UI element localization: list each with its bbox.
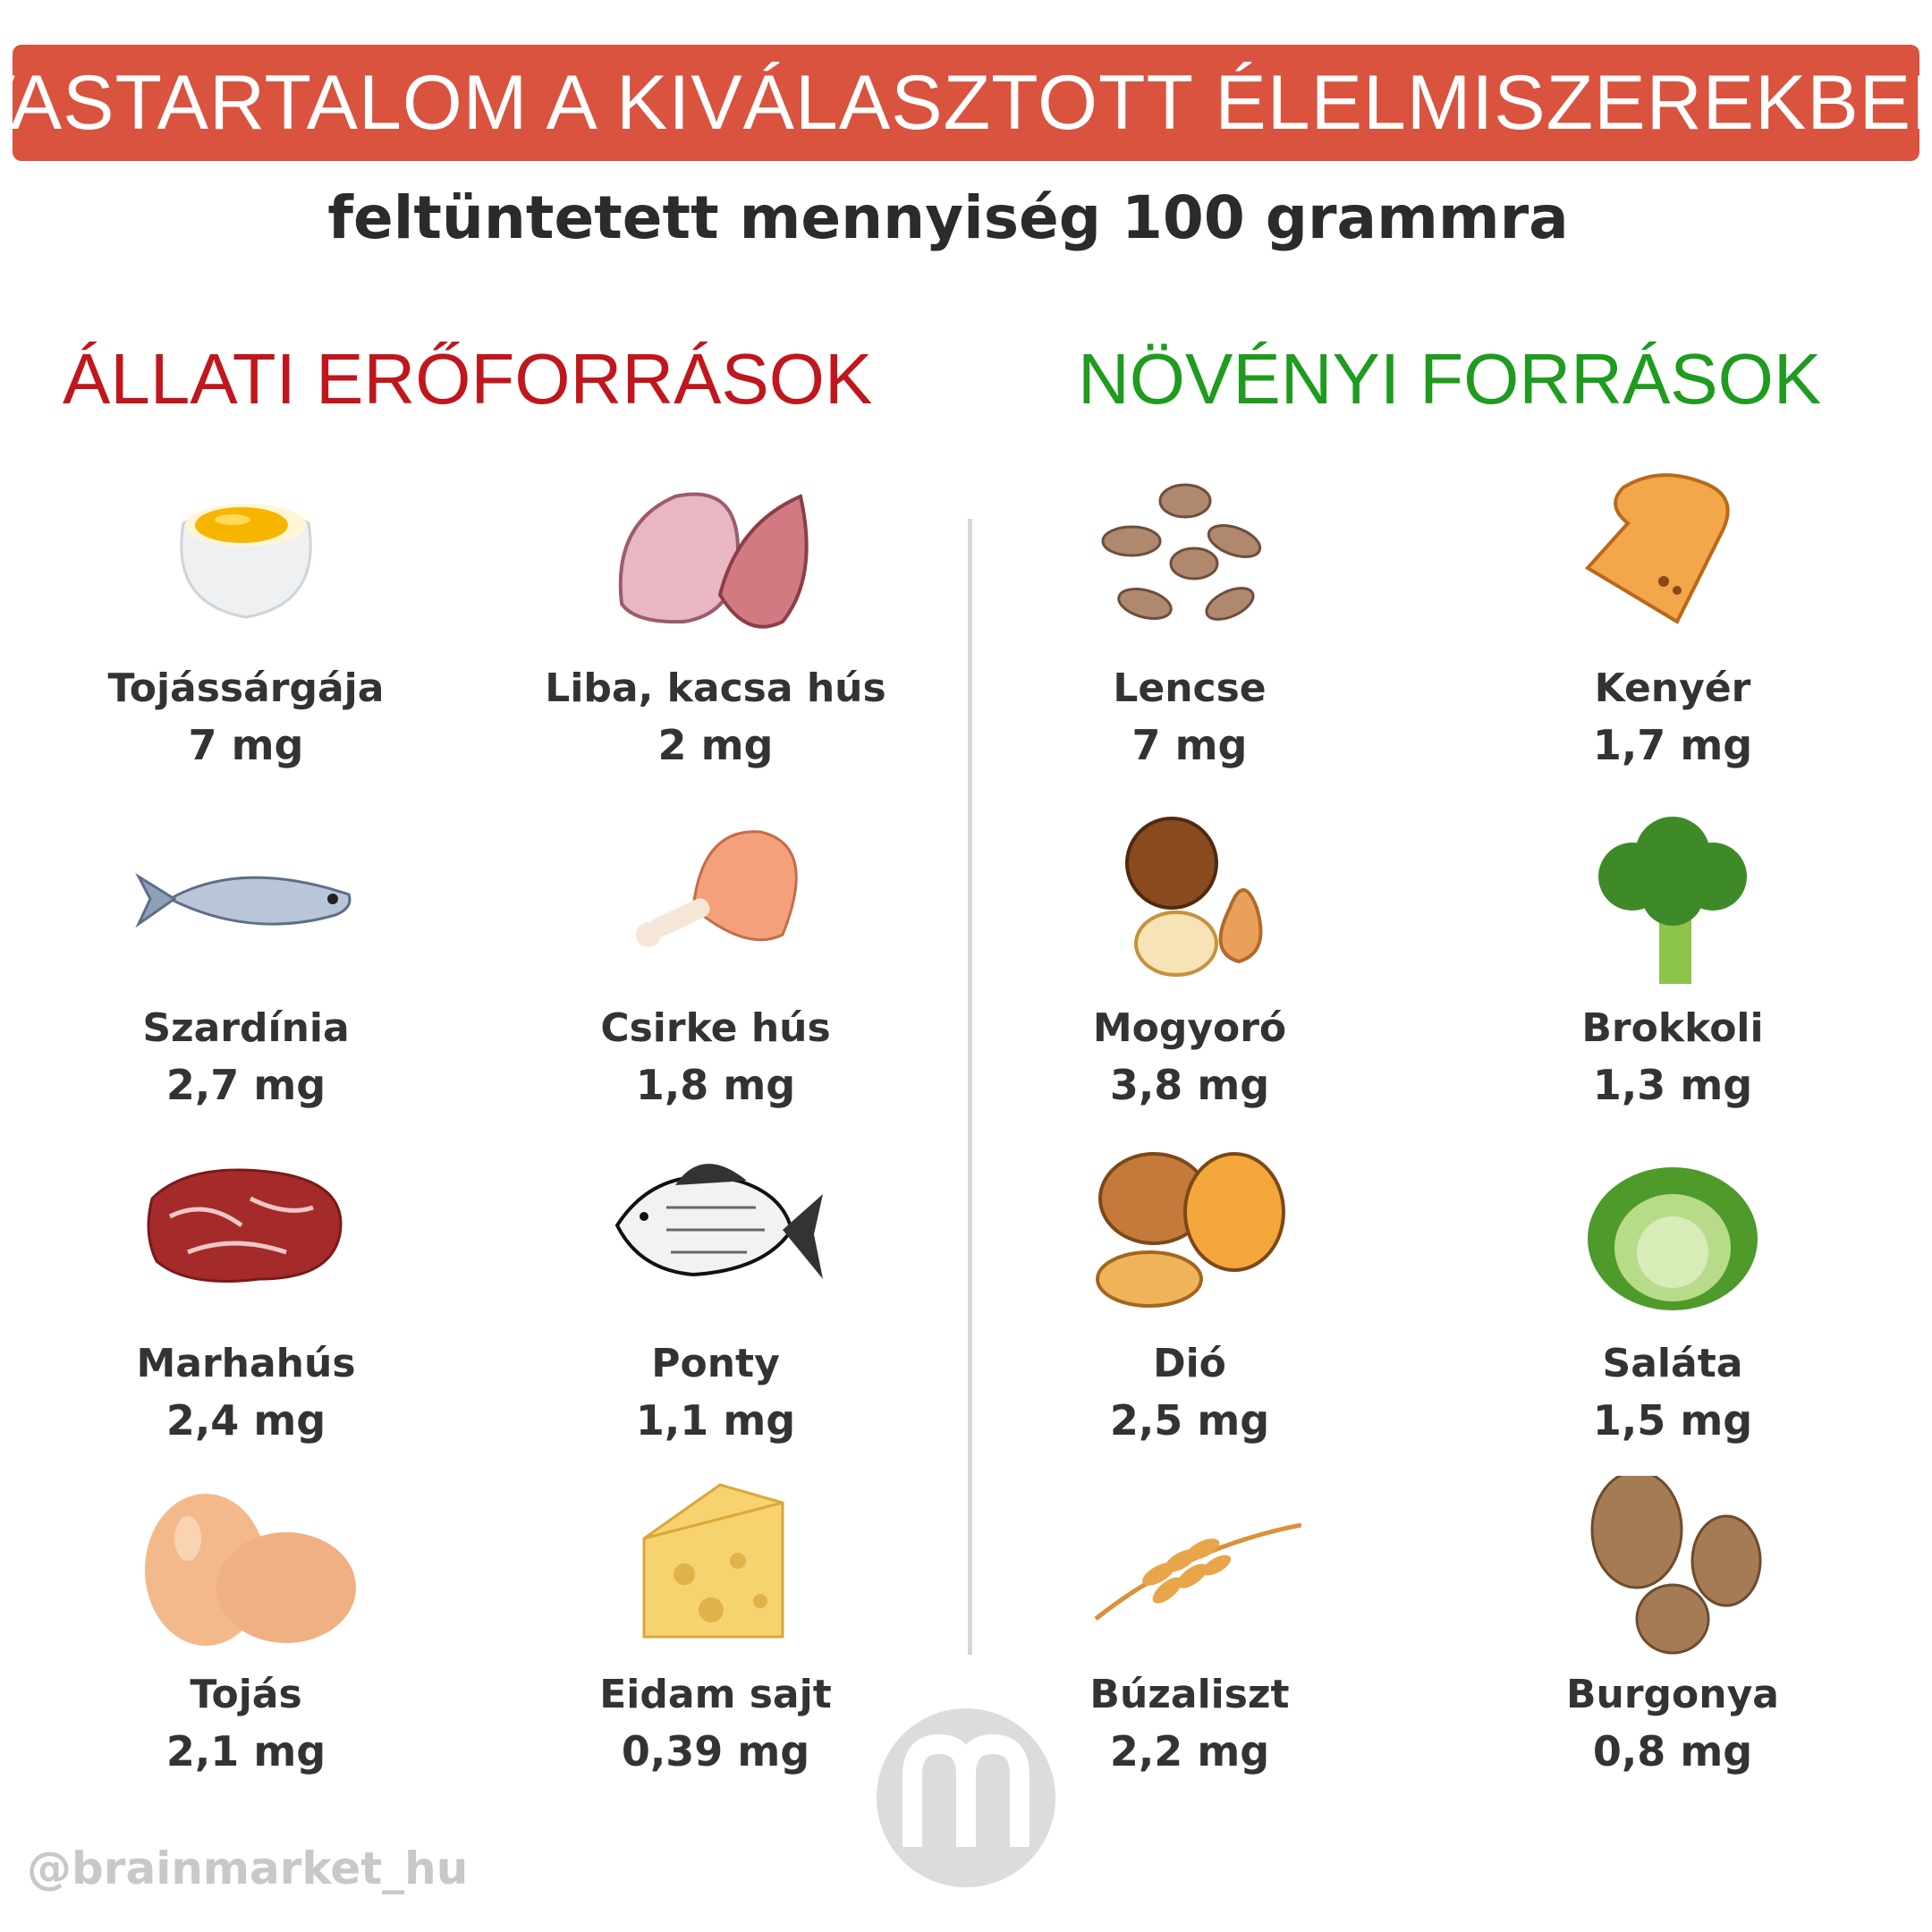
iron-value: 3,8 mg bbox=[1109, 1061, 1270, 1109]
food-item-egg: Tojás 2,1 mg bbox=[31, 1476, 461, 1780]
iron-value: 1,1 mg bbox=[635, 1396, 796, 1445]
plant-section-title: NÖVÉNYI FORRÁSOK bbox=[1078, 339, 1822, 419]
iron-value: 1,7 mg bbox=[1592, 721, 1753, 769]
social-handle: @brainmarket_hu bbox=[27, 1843, 469, 1894]
food-name: Lencse bbox=[1113, 665, 1267, 711]
food-item-wheat-flour: Búzaliszt 2,2 mg bbox=[975, 1476, 1404, 1780]
food-item-chicken: Csirke hús 1,8 mg bbox=[501, 809, 930, 1114]
food-item-beef: Marhahús 2,4 mg bbox=[31, 1145, 461, 1449]
food-name: Kenyér bbox=[1594, 665, 1751, 711]
column-divider bbox=[968, 519, 972, 1655]
iron-value: 2,5 mg bbox=[1109, 1396, 1270, 1445]
food-item-walnut: Dió 2,5 mg bbox=[975, 1145, 1404, 1449]
walnut-icon bbox=[1096, 1152, 1285, 1308]
food-item-sardine: Szardínia 2,7 mg bbox=[31, 809, 461, 1114]
carp-icon bbox=[614, 1164, 823, 1279]
iron-value: 7 mg bbox=[1131, 721, 1248, 769]
beef-steak-icon bbox=[147, 1168, 343, 1283]
food-name: Tojás bbox=[190, 1672, 302, 1717]
chicken-leg-icon bbox=[636, 830, 798, 947]
food-name: Szardínia bbox=[142, 1005, 350, 1051]
cabbage-icon bbox=[1588, 1167, 1758, 1310]
brainmarket-logo-icon bbox=[877, 1708, 1055, 1887]
food-name: Eidam sajt bbox=[599, 1672, 832, 1717]
food-name: Marhahús bbox=[136, 1341, 356, 1386]
food-item-cheese: Eidam sajt 0,39 mg bbox=[501, 1476, 930, 1780]
food-name: Búzaliszt bbox=[1089, 1672, 1290, 1717]
food-name: Csirke hús bbox=[600, 1005, 831, 1051]
food-item-egg-yolk: Tojássárgája 7 mg bbox=[31, 470, 461, 774]
food-item-hazelnut: Mogyoró 3,8 mg bbox=[975, 809, 1404, 1114]
iron-value: 1,3 mg bbox=[1592, 1061, 1753, 1109]
animal-section-title: ÁLLATI ERŐFORRÁSOK bbox=[63, 339, 873, 419]
food-item-bread: Kenyér 1,7 mg bbox=[1458, 470, 1887, 774]
iron-value: 0,39 mg bbox=[621, 1727, 810, 1775]
poultry-breast-icon bbox=[618, 492, 809, 629]
lentils-icon bbox=[1101, 483, 1262, 621]
bread-icon bbox=[1584, 473, 1730, 624]
food-item-lentils: Lencse 7 mg bbox=[975, 470, 1404, 774]
iron-value: 0,8 mg bbox=[1592, 1727, 1753, 1775]
food-item-lettuce: Saláta 1,5 mg bbox=[1458, 1145, 1887, 1449]
eggs-icon bbox=[145, 1494, 356, 1646]
food-name: Saláta bbox=[1602, 1341, 1743, 1386]
wheat-icon bbox=[1094, 1522, 1301, 1621]
page-title: VASTARTALOM A KIVÁLASZTOTT ÉLELMISZEREKB… bbox=[0, 59, 1932, 146]
food-name: Ponty bbox=[651, 1341, 780, 1386]
food-item-broccoli: Brokkoli 1,3 mg bbox=[1458, 809, 1887, 1114]
food-name: Liba, kacsa hús bbox=[545, 665, 886, 711]
broccoli-icon bbox=[1598, 817, 1747, 984]
food-item-potato: Burgonya 0,8 mg bbox=[1458, 1476, 1887, 1780]
page-subtitle: feltüntetett mennyiség 100 grammra bbox=[327, 183, 1569, 252]
hazelnut-icon bbox=[1125, 817, 1263, 977]
egg-yolk-icon bbox=[180, 504, 312, 619]
potato-icon bbox=[1590, 1476, 1762, 1655]
food-item-goose-duck: Liba, kacsa hús 2 mg bbox=[501, 470, 930, 774]
food-name: Burgonya bbox=[1566, 1672, 1779, 1717]
sardine-icon bbox=[135, 872, 352, 928]
title-banner: VASTARTALOM A KIVÁLASZTOTT ÉLELMISZEREKB… bbox=[0, 45, 1932, 161]
iron-value: 2,7 mg bbox=[165, 1061, 326, 1109]
iron-value: 1,8 mg bbox=[635, 1061, 796, 1109]
food-name: Mogyoró bbox=[1092, 1005, 1287, 1051]
food-name: Brokkoli bbox=[1581, 1005, 1764, 1051]
food-item-carp: Ponty 1,1 mg bbox=[501, 1145, 930, 1449]
iron-value: 2,4 mg bbox=[165, 1396, 326, 1445]
iron-value: 2,2 mg bbox=[1109, 1727, 1270, 1775]
iron-value: 7 mg bbox=[188, 721, 304, 769]
iron-value: 1,5 mg bbox=[1592, 1396, 1753, 1445]
iron-value: 2 mg bbox=[657, 721, 774, 769]
food-name: Dió bbox=[1153, 1341, 1226, 1386]
iron-value: 2,1 mg bbox=[165, 1727, 326, 1775]
cheese-icon bbox=[642, 1483, 784, 1639]
food-name: Tojássárgája bbox=[107, 665, 385, 711]
